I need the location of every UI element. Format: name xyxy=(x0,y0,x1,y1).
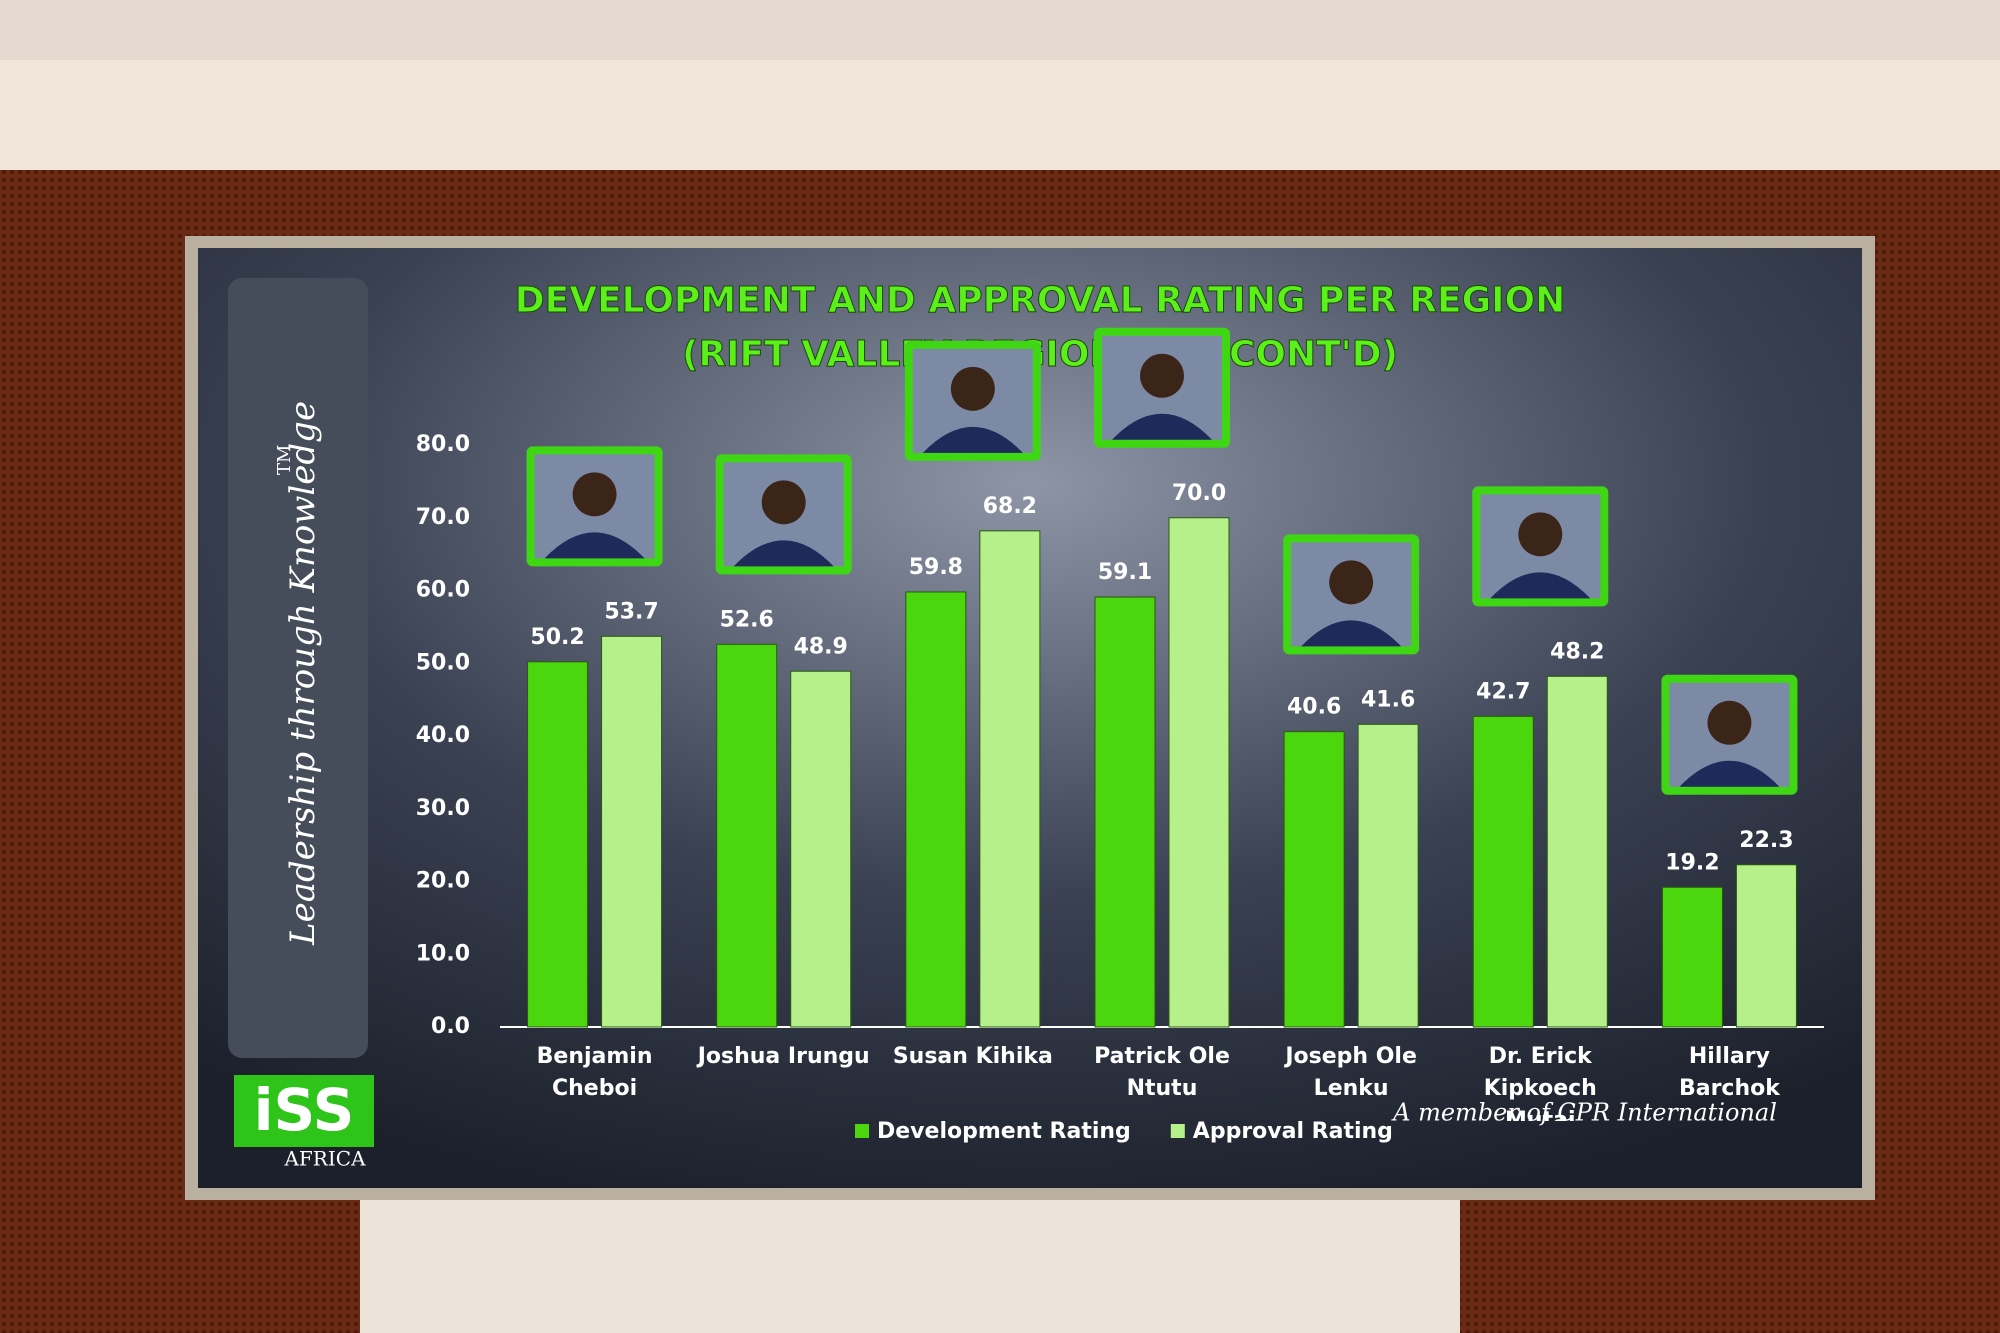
tagline: Leadership through Knowledge xyxy=(283,401,323,946)
legend-label: Approval Rating xyxy=(1193,1119,1393,1144)
x-tick-label: Hillary Barchok xyxy=(1678,1044,1780,1101)
legend-swatch xyxy=(855,1124,869,1138)
y-tick-label: 0.0 xyxy=(431,1014,470,1039)
value-label: 48.9 xyxy=(794,634,848,659)
x-tick-label: Dr. Erick Kipkoech Mutai xyxy=(1483,1044,1597,1121)
bar xyxy=(905,591,967,1028)
value-label: 22.3 xyxy=(1739,828,1793,853)
value-label: 19.2 xyxy=(1665,850,1719,875)
member-note: A member of CPR International xyxy=(1391,1099,1777,1127)
logo: iSS xyxy=(254,1076,355,1144)
value-label: 40.6 xyxy=(1287,695,1341,720)
legend-swatch xyxy=(1170,1124,1185,1138)
x-tick-label: Benjamin Cheboi xyxy=(536,1044,653,1101)
bar xyxy=(1094,596,1156,1028)
bar xyxy=(1661,886,1723,1028)
x-label-box: Joshua Irungu xyxy=(697,1044,870,1069)
bar xyxy=(1168,517,1230,1028)
portrait-body xyxy=(1112,413,1212,440)
y-tick-label: 70.0 xyxy=(416,505,470,530)
x-tick-label: Susan Kihika xyxy=(892,1044,1053,1069)
bar xyxy=(716,643,778,1028)
value-label: 52.6 xyxy=(720,607,774,632)
chart-title: DEVELOPMENT AND APPROVAL RATING PER REGI… xyxy=(515,280,1566,321)
x-tick-label: Joshua Irungu xyxy=(697,1044,870,1069)
value-label: 53.7 xyxy=(604,599,658,624)
y-tick-label: 20.0 xyxy=(416,869,470,894)
portrait-head xyxy=(1140,353,1184,398)
bar xyxy=(1283,731,1345,1028)
y-tick-label: 50.0 xyxy=(416,650,470,675)
portrait-head xyxy=(572,472,617,517)
portrait-body xyxy=(1490,572,1591,599)
logo-box xyxy=(234,1075,374,1147)
value-label: 42.7 xyxy=(1476,679,1530,704)
beam xyxy=(0,60,2000,170)
trademark: TM xyxy=(274,445,295,475)
portrait-body xyxy=(733,540,834,567)
stand xyxy=(360,1200,1460,1333)
bar xyxy=(790,670,852,1028)
portrait-head xyxy=(1707,700,1752,745)
x-label-box: Dr. Erick Kipkoech Mutai xyxy=(1483,1044,1597,1121)
y-tick-label: 30.0 xyxy=(416,796,470,821)
x-label-box: Patrick Ole Ntutu xyxy=(1094,1044,1230,1101)
side-panel xyxy=(228,278,368,1058)
y-tick-label: 80.0 xyxy=(416,432,470,457)
value-label: 70.0 xyxy=(1172,481,1226,506)
y-tick-label: 40.0 xyxy=(416,723,470,748)
value-label: 50.2 xyxy=(530,625,584,650)
logo-sub: AFRICA xyxy=(283,1147,366,1171)
x-tick-label: Patrick Ole Ntutu xyxy=(1094,1044,1230,1101)
legend-label: Development Rating xyxy=(877,1119,1131,1144)
portrait-body xyxy=(1301,620,1402,647)
x-label-box: Joseph Ole Lenku xyxy=(1285,1044,1417,1101)
value-label: 48.2 xyxy=(1550,639,1604,664)
portrait-body xyxy=(922,426,1023,453)
value-label: 41.6 xyxy=(1361,687,1415,712)
x-label-box: Hillary Barchok xyxy=(1678,1044,1780,1101)
bar xyxy=(601,635,663,1028)
bar xyxy=(1472,715,1534,1028)
portrait-head xyxy=(1329,560,1374,605)
portrait-body xyxy=(544,532,645,559)
portrait-head xyxy=(761,480,806,525)
bar xyxy=(527,661,589,1028)
bar xyxy=(1546,675,1608,1028)
bar xyxy=(1735,864,1797,1028)
x-tick-label: Joseph Ole Lenku xyxy=(1285,1044,1417,1101)
portrait-head xyxy=(950,366,995,411)
value-label: 68.2 xyxy=(983,494,1037,519)
ceiling xyxy=(0,0,2000,60)
value-label: 59.8 xyxy=(909,555,963,580)
x-label-box: Susan Kihika xyxy=(892,1044,1053,1069)
x-label-box: Benjamin Cheboi xyxy=(536,1044,653,1101)
portrait-head xyxy=(1518,512,1563,557)
bar xyxy=(979,530,1041,1028)
y-tick-label: 60.0 xyxy=(416,578,470,603)
portrait-body xyxy=(1679,760,1780,787)
y-tick-label: 10.0 xyxy=(416,941,470,966)
value-label: 59.1 xyxy=(1098,560,1152,585)
bar xyxy=(1357,723,1419,1028)
